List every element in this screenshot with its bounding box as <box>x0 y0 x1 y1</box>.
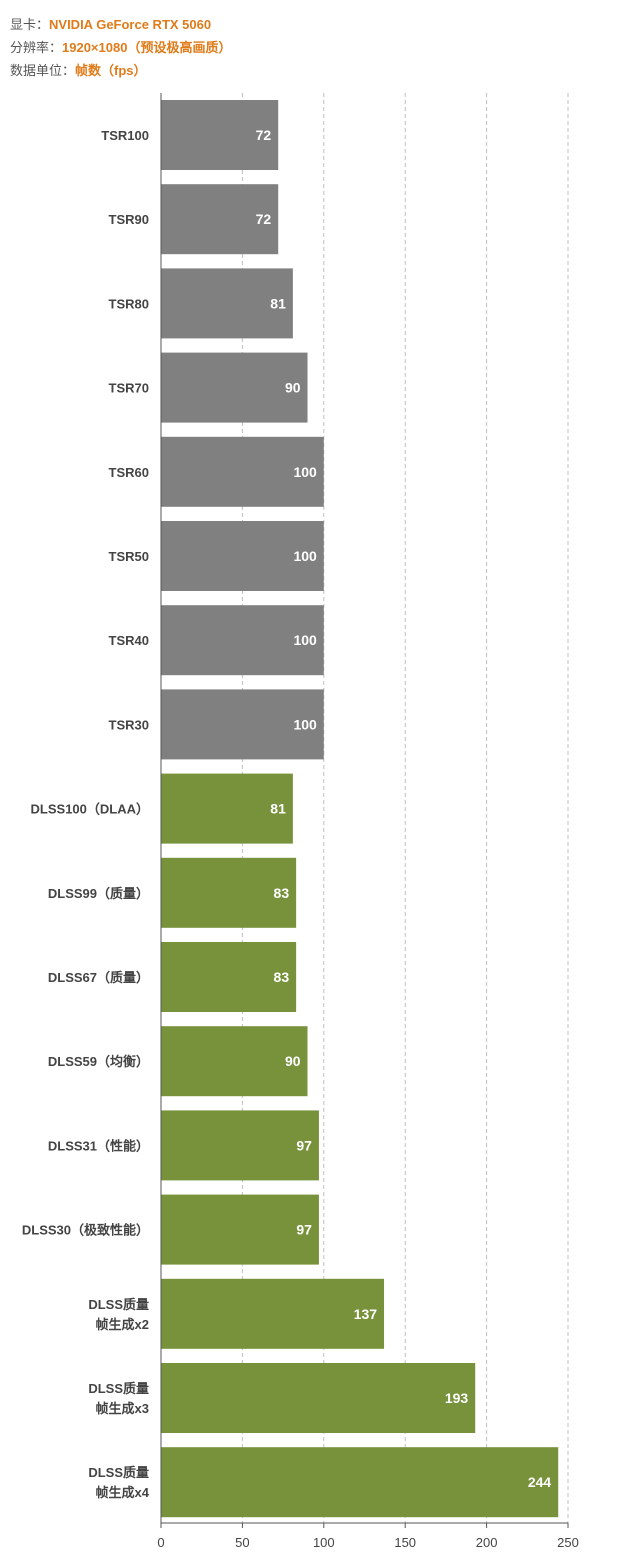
category-label-13: DLSS30（极致性能） <box>22 1223 149 1238</box>
bar-4 <box>161 436 324 507</box>
value-label-11: 90 <box>285 1053 301 1069</box>
category-label-11: DLSS59（均衡） <box>48 1054 149 1069</box>
category-label-4: TSR60 <box>109 465 149 480</box>
category-label-10: DLSS67（质量） <box>48 970 149 985</box>
value-label-4: 100 <box>293 464 317 480</box>
value-label-2: 81 <box>270 295 286 311</box>
bar-2 <box>161 268 293 339</box>
value-label-7: 100 <box>293 716 317 732</box>
resolution-line: 分辨率：1920×1080（预设极高画质） <box>10 37 231 56</box>
value-label-1: 72 <box>256 211 272 227</box>
bar-6 <box>161 605 324 676</box>
x-tick-label-100: 100 <box>313 1535 335 1550</box>
resolution-value: 1920×1080（预设极高画质） <box>62 40 232 55</box>
category-label-15: DLSS质量帧生成x3 <box>88 1381 149 1416</box>
value-label-16: 244 <box>528 1474 552 1490</box>
value-label-8: 81 <box>270 801 286 817</box>
value-labels: 72 72 81 90 100 100 100 100 81 83 83 90 97 97 137 193 24… <box>256 127 552 1490</box>
bar-14 <box>161 1278 385 1349</box>
value-label-5: 100 <box>293 548 317 564</box>
category-label-16: DLSS质量帧生成x4 <box>88 1465 149 1500</box>
value-label-13: 97 <box>296 1222 312 1238</box>
gpu-value: NVIDIA GeForce RTX 5060 <box>49 17 212 32</box>
bar-13 <box>161 1194 319 1265</box>
x-tick-label-50: 50 <box>235 1535 249 1550</box>
category-label-2: TSR80 <box>109 296 149 311</box>
value-label-14: 137 <box>354 1306 378 1322</box>
gpu-line: 显卡：NVIDIA GeForce RTX 5060 <box>10 14 211 33</box>
bar-7 <box>161 689 324 760</box>
bar-0 <box>161 100 279 170</box>
axes <box>160 93 569 1528</box>
value-label-3: 90 <box>285 380 301 396</box>
category-label-0: TSR100 <box>101 128 149 143</box>
category-label-3: TSR70 <box>109 381 149 396</box>
category-label-9: DLSS99（质量） <box>48 886 149 901</box>
bar-5 <box>161 521 324 591</box>
category-label-6: TSR40 <box>109 633 149 648</box>
bar-16 <box>161 1447 559 1518</box>
category-labels: TSR100 TSR90 TSR80 TSR70 TSR60 TSR50 TSR40 TSR3… <box>22 128 150 1500</box>
value-label-10: 83 <box>274 969 290 985</box>
category-label-7: TSR30 <box>109 717 149 732</box>
bar-11 <box>161 1026 308 1097</box>
gpu-key: 显卡： <box>10 17 50 32</box>
bar-3 <box>161 352 308 423</box>
bar-1 <box>161 184 279 255</box>
value-label-0: 72 <box>256 127 272 143</box>
value-label-12: 97 <box>296 1137 312 1153</box>
category-label-5: TSR50 <box>109 549 149 564</box>
value-label-15: 193 <box>445 1390 469 1406</box>
x-tick-label-250: 250 <box>557 1535 579 1550</box>
unit-value: 帧数（fps） <box>75 63 147 78</box>
bars <box>161 100 559 1518</box>
bar-9 <box>161 857 297 928</box>
x-tick-label-0: 0 <box>157 1535 164 1550</box>
value-label-6: 100 <box>293 632 317 648</box>
unit-line: 数据单位：帧数（fps） <box>10 60 147 79</box>
tick-labels: 0 50 100 150 200 250 <box>157 1535 578 1550</box>
unit-key: 数据单位： <box>10 63 76 78</box>
category-label-14: DLSS质量帧生成x2 <box>88 1297 149 1332</box>
bar-12 <box>161 1110 319 1181</box>
bar-10 <box>161 942 297 1012</box>
bar-8 <box>161 773 293 844</box>
category-label-12: DLSS31（性能） <box>48 1138 149 1153</box>
bar-15 <box>161 1363 476 1433</box>
category-label-8: DLSS100（DLAA） <box>31 802 149 817</box>
x-tick-label-200: 200 <box>476 1535 498 1550</box>
value-label-9: 83 <box>274 885 290 901</box>
resolution-key: 分辨率： <box>10 40 63 55</box>
x-tick-label-150: 150 <box>394 1535 416 1550</box>
category-label-1: TSR90 <box>109 212 149 227</box>
